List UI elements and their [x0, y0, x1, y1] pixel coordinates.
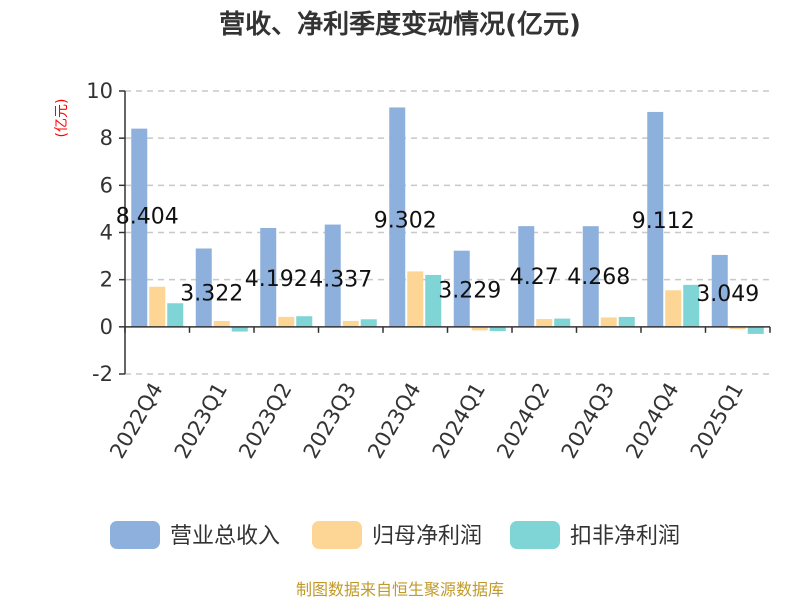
bar-1	[407, 271, 424, 327]
data-label: 3.049	[696, 282, 759, 307]
bar-2	[167, 303, 184, 327]
y-tick-label: 4	[100, 221, 113, 245]
data-label: 4.337	[309, 268, 372, 293]
data-label: 4.27	[510, 265, 559, 290]
bar-1	[665, 290, 682, 327]
x-tick-label: 2023Q1	[170, 379, 232, 463]
bar-0	[582, 226, 599, 327]
bar-0	[518, 226, 535, 327]
y-tick-label: 0	[100, 315, 113, 339]
y-tick-label: 6	[100, 173, 113, 197]
bar-2	[683, 284, 700, 327]
x-tick-label: 2024Q1	[428, 379, 490, 463]
data-label: 4.268	[567, 265, 630, 290]
bar-1	[149, 286, 166, 327]
bar-2	[296, 316, 313, 327]
x-tick-label: 2025Q1	[686, 379, 748, 463]
bar-2	[231, 326, 248, 332]
y-axis-label: (亿元)	[54, 99, 70, 138]
bar-2	[747, 326, 764, 334]
legend-label-2: 扣非净利润	[570, 524, 680, 549]
data-label: 4.192	[245, 267, 308, 292]
bar-2	[618, 316, 635, 327]
legend-swatch-1	[312, 521, 362, 549]
x-tick-label: 2023Q4	[363, 379, 425, 463]
y-tick-label: -2	[92, 362, 113, 386]
bar-0	[711, 254, 728, 327]
bar-1	[342, 320, 359, 327]
bar-0	[260, 227, 277, 327]
grid-layer	[125, 90, 770, 375]
x-tick-label: 2024Q4	[621, 379, 683, 463]
bar-0	[324, 224, 341, 327]
bars-layer	[131, 107, 764, 334]
data-label: 9.302	[374, 208, 437, 233]
data-label: 9.112	[632, 209, 695, 234]
y-tick-label: 8	[100, 126, 113, 150]
bar-2	[425, 274, 442, 327]
x-tick-label: 2024Q3	[557, 379, 619, 463]
data-label: 8.404	[116, 205, 179, 230]
legend-label-1: 归母净利润	[372, 524, 482, 549]
bar-1	[471, 326, 488, 331]
bar-1	[278, 316, 295, 327]
x-tick-label: 2023Q2	[234, 379, 296, 463]
legend-swatch-2	[510, 521, 560, 549]
bar-1	[536, 319, 553, 327]
y-tick-label: 10	[86, 79, 113, 103]
bar-2	[554, 318, 571, 327]
bar-0	[195, 248, 212, 327]
bar-2	[360, 319, 377, 327]
bar-2	[489, 326, 506, 332]
legend-swatch-0	[110, 521, 160, 549]
source-note: 制图数据来自恒生聚源数据库	[296, 580, 504, 599]
data-label: 3.322	[180, 281, 243, 306]
chart-title: 营收、净利季度变动情况(亿元)	[219, 9, 581, 40]
y-tick-label: 2	[100, 268, 113, 292]
x-tick-label: 2023Q3	[299, 379, 361, 463]
bar-0	[131, 128, 148, 327]
legend-label-0: 营业总收入	[170, 524, 280, 549]
data-label: 3.229	[438, 279, 501, 304]
x-tick-label: 2022Q4	[105, 379, 167, 463]
bar-1	[600, 317, 617, 327]
bar-1	[213, 320, 230, 327]
bar-0	[647, 111, 664, 327]
bar-1	[729, 326, 746, 330]
bar-0	[389, 107, 406, 327]
bar-0	[453, 250, 470, 327]
x-tick-label: 2024Q2	[492, 379, 554, 463]
legend: 营业总收入 归母净利润 扣非净利润	[110, 521, 680, 549]
